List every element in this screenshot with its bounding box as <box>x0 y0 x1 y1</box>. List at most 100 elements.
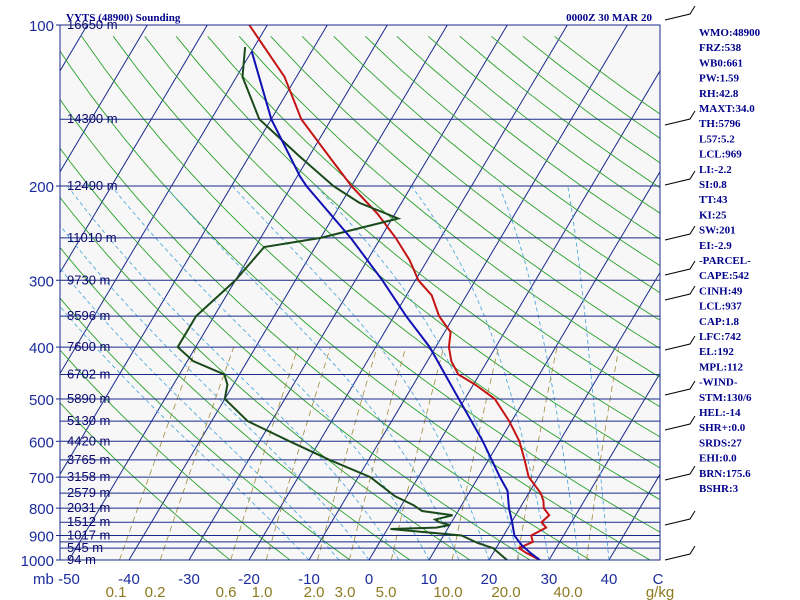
pressure-tick-label: 800 <box>29 501 54 518</box>
index-line: SRDS:27 <box>699 437 742 449</box>
height-label: 7600 m <box>67 339 110 354</box>
dry-adiabat-line <box>144 36 660 469</box>
isotherm-line <box>60 25 208 274</box>
sounding-series-0 <box>248 25 551 560</box>
isotherm-line <box>248 25 568 560</box>
temperature-tick-label: -50 <box>58 571 80 588</box>
mixing-ratio-label: 40.0 <box>553 584 582 600</box>
temperature-unit-label: C <box>653 571 664 588</box>
mixing-ratio-label: 0.2 <box>145 584 166 600</box>
temperature-tick-label: 10 <box>421 571 438 588</box>
wind-barb <box>664 110 696 126</box>
index-line: -PARCEL- <box>699 255 751 267</box>
dry-adiabat-line <box>60 98 591 560</box>
dry-adiabat-line <box>270 35 660 349</box>
wind-barb <box>664 5 696 21</box>
isotherm-line <box>188 25 508 560</box>
isotherm-line <box>488 271 660 560</box>
pressure-tick-label: 500 <box>29 392 54 409</box>
dry-adiabat-line <box>60 402 231 560</box>
index-line: MAXT:34.0 <box>699 103 755 115</box>
moist-adiabat-line <box>60 267 340 560</box>
height-label: 1017 m <box>67 528 110 543</box>
station-title: VYTS (48900) Sounding <box>66 12 181 24</box>
dry-adiabat-line <box>81 36 660 533</box>
mixing-ratio-label: 0.1 <box>106 584 127 600</box>
isotherm-line <box>0 25 27 560</box>
dry-adiabat-line <box>60 147 531 560</box>
index-line: SHR+:0.0 <box>699 422 746 434</box>
isotherm-line <box>128 25 448 560</box>
pressure-unit-label: mb <box>33 571 54 588</box>
dry-adiabat-line <box>60 297 351 560</box>
index-line: PW:1.59 <box>699 73 740 85</box>
dry-adiabat-line <box>364 35 660 267</box>
mixing-ratio-label: 0.6 <box>216 584 237 600</box>
height-label: 6702 m <box>67 366 110 381</box>
index-line: SW:201 <box>699 225 736 237</box>
moist-adiabat-line <box>67 185 400 560</box>
index-line: EHI:0.0 <box>699 453 737 465</box>
pressure-tick-label: 200 <box>29 179 54 196</box>
plot-frame <box>59 24 661 561</box>
isotherm-line <box>308 25 628 560</box>
index-line: BSHR:3 <box>699 483 739 495</box>
mixing-ratio-label: g/kg <box>646 584 674 600</box>
index-line: TT:43 <box>699 194 728 206</box>
index-line: TH:5796 <box>699 118 741 130</box>
sounding-series-2 <box>250 51 541 560</box>
index-line: EI:-2.9 <box>699 240 732 252</box>
height-label: 1512 m <box>67 514 110 529</box>
index-line: SI:0.8 <box>699 179 727 191</box>
index-line: STM:130/6 <box>699 392 752 404</box>
index-line: L57:5.2 <box>699 133 735 145</box>
dry-adiabat-line <box>175 36 660 438</box>
index-line: EL:192 <box>699 346 734 358</box>
temperature-tick-label: -10 <box>298 571 320 588</box>
wind-barb <box>664 510 696 526</box>
dry-adiabat-line <box>333 35 660 294</box>
height-label: 3158 m <box>67 469 110 484</box>
height-label: 94 m <box>67 552 96 567</box>
height-label: 4420 m <box>67 433 110 448</box>
dry-adiabat-line <box>60 50 651 560</box>
pressure-tick-label: 700 <box>29 470 54 487</box>
sounding-profiles <box>176 25 551 560</box>
pressure-tick-label: 400 <box>29 340 54 357</box>
isotherm-line <box>60 25 268 375</box>
temperature-tick-label: 30 <box>541 571 558 588</box>
sounding-series-1 <box>176 47 508 560</box>
temperature-tick-label: -40 <box>118 571 140 588</box>
wind-barb <box>664 260 696 276</box>
index-line: WMO:48900 <box>699 27 761 39</box>
isotherm-line <box>60 25 328 476</box>
wind-barb <box>664 380 696 396</box>
height-label: 5130 m <box>67 413 110 428</box>
indices-panel: WMO:48900 FRZ:538 WB0:661 PW:1.59 RH:42.8 MAX… <box>699 27 761 495</box>
index-line: CAPE:542 <box>699 270 750 282</box>
mixing-ratio-label: 3.0 <box>335 584 356 600</box>
wind-barb <box>664 170 696 186</box>
wind-barb <box>664 415 696 431</box>
index-line: LI:-2.2 <box>699 164 732 176</box>
height-label: 9730 m <box>67 272 110 287</box>
wind-barb <box>664 465 696 481</box>
pressure-tick-label: 1000 <box>21 553 54 570</box>
dry-adiabat-line <box>60 246 411 560</box>
height-label: 2579 m <box>67 485 110 500</box>
plot-background <box>60 25 660 560</box>
index-line: MPL:112 <box>699 361 743 373</box>
height-label: 11010 m <box>67 230 117 245</box>
mixing-ratio-label: 10.0 <box>433 584 462 600</box>
index-line: BRN:175.6 <box>699 468 751 480</box>
index-line: LFC:742 <box>699 331 742 343</box>
index-line: LCL:969 <box>699 149 742 161</box>
index-line: RH:42.8 <box>699 88 739 100</box>
index-line: KI:25 <box>699 209 727 221</box>
index-line: CINH:49 <box>699 285 743 297</box>
isotherm-line <box>548 372 660 560</box>
dry-adiabat-line <box>207 36 660 408</box>
isotherm-line <box>428 170 660 560</box>
index-line: WB0:661 <box>699 57 743 69</box>
